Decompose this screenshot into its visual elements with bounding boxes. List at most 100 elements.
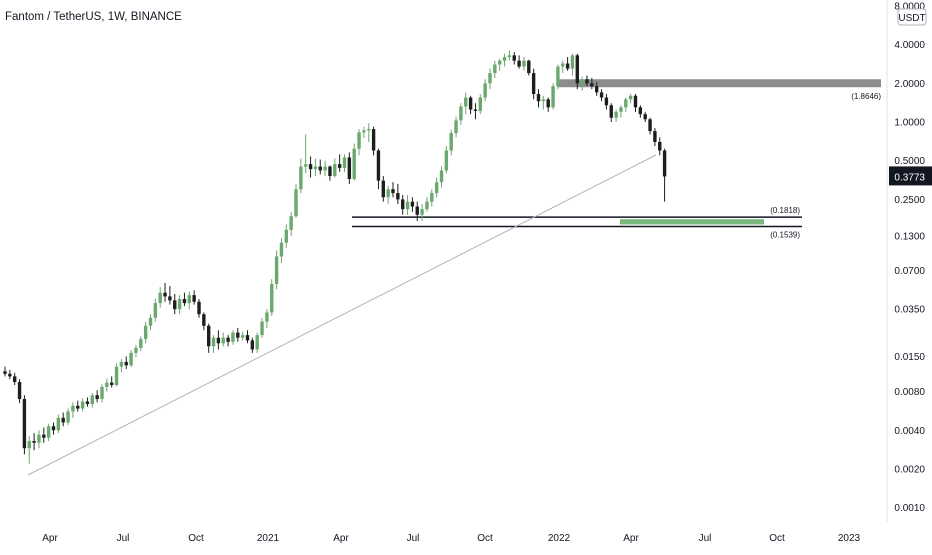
candle-body	[619, 107, 623, 112]
candle-body	[66, 411, 70, 423]
candle-body	[376, 150, 381, 181]
candle-body	[337, 164, 342, 168]
candle-body	[76, 405, 80, 409]
x-tick-label: 2023	[838, 533, 861, 544]
candle-body	[27, 441, 31, 449]
candle-body	[531, 73, 536, 95]
candle-body	[590, 83, 594, 87]
candle-body	[177, 298, 182, 310]
candle-body	[37, 434, 41, 443]
candle-body	[362, 130, 366, 133]
candle-body	[22, 399, 27, 449]
level-label-3: (0.1539)	[770, 230, 800, 239]
candle-body	[658, 141, 662, 151]
candle-body	[483, 83, 487, 98]
x-tick-label: Jul	[117, 533, 130, 544]
candle-body	[502, 57, 507, 61]
candle-body	[304, 164, 308, 167]
candle-body	[211, 337, 216, 347]
chart-title: Fantom / TetherUS, 1W, BINANCE	[5, 11, 182, 23]
y-tick-label: 0.2500	[894, 195, 925, 206]
candle-body	[556, 66, 560, 87]
last-price-label: 0.3773	[894, 172, 925, 183]
x-tick-label: Apr	[42, 533, 58, 544]
candle-body	[255, 335, 259, 350]
candle-body	[323, 166, 327, 171]
candle-body	[628, 95, 633, 100]
candle-body	[347, 157, 352, 180]
candle-body	[454, 120, 458, 134]
candle-body	[119, 361, 124, 367]
candle-body	[250, 340, 255, 350]
candle-body	[357, 132, 361, 149]
candle-body	[202, 314, 206, 326]
candle-body	[352, 148, 356, 180]
candle-body	[333, 164, 337, 177]
candle-body	[638, 107, 643, 115]
candle-body	[653, 131, 657, 142]
candle-body	[381, 180, 385, 198]
y-tick-label: 0.0700	[894, 266, 925, 277]
candle-body	[148, 317, 153, 326]
candle-body	[449, 133, 453, 151]
candle-body	[643, 114, 647, 120]
trendline	[27, 154, 657, 476]
candle-body	[216, 337, 221, 344]
y-tick-label: 0.5000	[894, 156, 925, 167]
candle-body	[561, 63, 565, 67]
candle-body	[274, 256, 279, 284]
y-tick-label: 2.0000	[894, 79, 925, 90]
candle-body	[114, 366, 119, 385]
candle-body	[32, 441, 36, 443]
candle-body	[430, 193, 434, 202]
candle-body	[507, 55, 512, 58]
candle-body	[662, 150, 667, 177]
candle-body	[614, 111, 618, 118]
candle-body	[56, 417, 61, 431]
candle-body	[478, 97, 482, 111]
candle-body	[153, 303, 158, 318]
candle-body	[100, 386, 104, 400]
candle-body	[498, 60, 502, 65]
candle-body	[328, 166, 332, 177]
candle-body	[207, 325, 211, 347]
candle-body	[459, 106, 463, 121]
x-tick-label: Oct	[188, 533, 204, 544]
x-tick-label: Oct	[477, 533, 493, 544]
candle-body	[294, 189, 298, 217]
y-tick-label: 4.0000	[894, 40, 925, 51]
candle-body	[367, 129, 371, 131]
candle-body	[236, 332, 240, 338]
candle-body	[158, 292, 162, 304]
candle-body	[444, 150, 449, 171]
candle-body	[595, 86, 599, 93]
candle-body	[173, 300, 177, 310]
candle-body	[265, 312, 269, 322]
candle-body	[168, 296, 172, 301]
candle-body	[624, 99, 628, 108]
y-tick-label: 8.0000	[894, 1, 925, 12]
candle-body	[468, 97, 473, 110]
y-tick-label: 0.0040	[894, 426, 925, 437]
level-label-2: (0.1818)	[770, 206, 800, 215]
currency-label: USDT	[898, 13, 925, 24]
candle-body	[143, 325, 148, 340]
candle-body	[284, 229, 288, 243]
candle-body	[279, 242, 284, 257]
candle-body	[71, 405, 75, 412]
candle-body	[488, 73, 492, 84]
candle-body	[240, 335, 245, 338]
candle-body	[13, 376, 17, 382]
candle-body	[415, 206, 419, 215]
candle-body	[129, 352, 133, 366]
candle-body	[439, 170, 444, 183]
candle-body	[648, 119, 652, 132]
x-tick-label: Jul	[407, 533, 420, 544]
candle-body	[464, 97, 468, 107]
candle-body	[420, 209, 424, 215]
candle-body	[289, 216, 293, 230]
candle-body	[3, 371, 7, 374]
x-tick-label: 2022	[548, 533, 571, 544]
